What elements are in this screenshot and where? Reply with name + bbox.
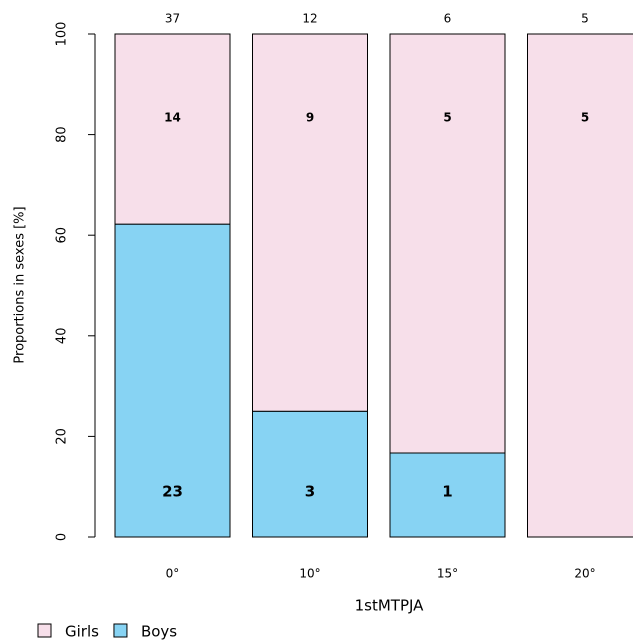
- count-label: 9: [306, 111, 314, 125]
- y-tick-label: 40: [55, 328, 70, 345]
- bar-segment: [252, 33, 368, 412]
- legend-swatch: [113, 623, 128, 638]
- count-label: 14: [164, 111, 181, 125]
- count-label: 23: [162, 483, 183, 501]
- bar-segment: [527, 33, 633, 538]
- bar-segment: [114, 223, 231, 538]
- bar-segment: [389, 452, 506, 538]
- count-label: 1: [442, 483, 452, 501]
- x-axis-label: 1stMTPJA: [355, 597, 425, 615]
- bar-total: 12: [302, 12, 317, 26]
- y-axis-label: Proportions in sexes [%]: [13, 206, 28, 363]
- count-label: 3: [305, 483, 315, 501]
- x-tick-label: 15°: [437, 567, 458, 581]
- y-tick-label: 20: [55, 428, 70, 445]
- y-tick-label: 60: [55, 227, 70, 244]
- x-tick-label: 10°: [299, 567, 320, 581]
- bar-segment: [252, 410, 368, 538]
- legend-label: Boys: [141, 623, 177, 641]
- legend-swatch: [37, 623, 52, 638]
- bar-total: 5: [581, 12, 589, 26]
- bar-segment: [389, 33, 506, 454]
- bar-segment: [114, 33, 231, 225]
- count-label: 5: [443, 111, 451, 125]
- legend-label: Girls: [65, 623, 99, 641]
- x-tick-label: 20°: [574, 567, 595, 581]
- y-tick-label: 80: [55, 126, 70, 143]
- count-label: 5: [581, 111, 589, 125]
- x-tick-label: 0°: [166, 567, 180, 581]
- y-tick-label: 100: [55, 22, 70, 47]
- bar-total: 6: [444, 12, 452, 26]
- y-tick-label: 0: [55, 533, 70, 541]
- bar-total: 37: [165, 12, 180, 26]
